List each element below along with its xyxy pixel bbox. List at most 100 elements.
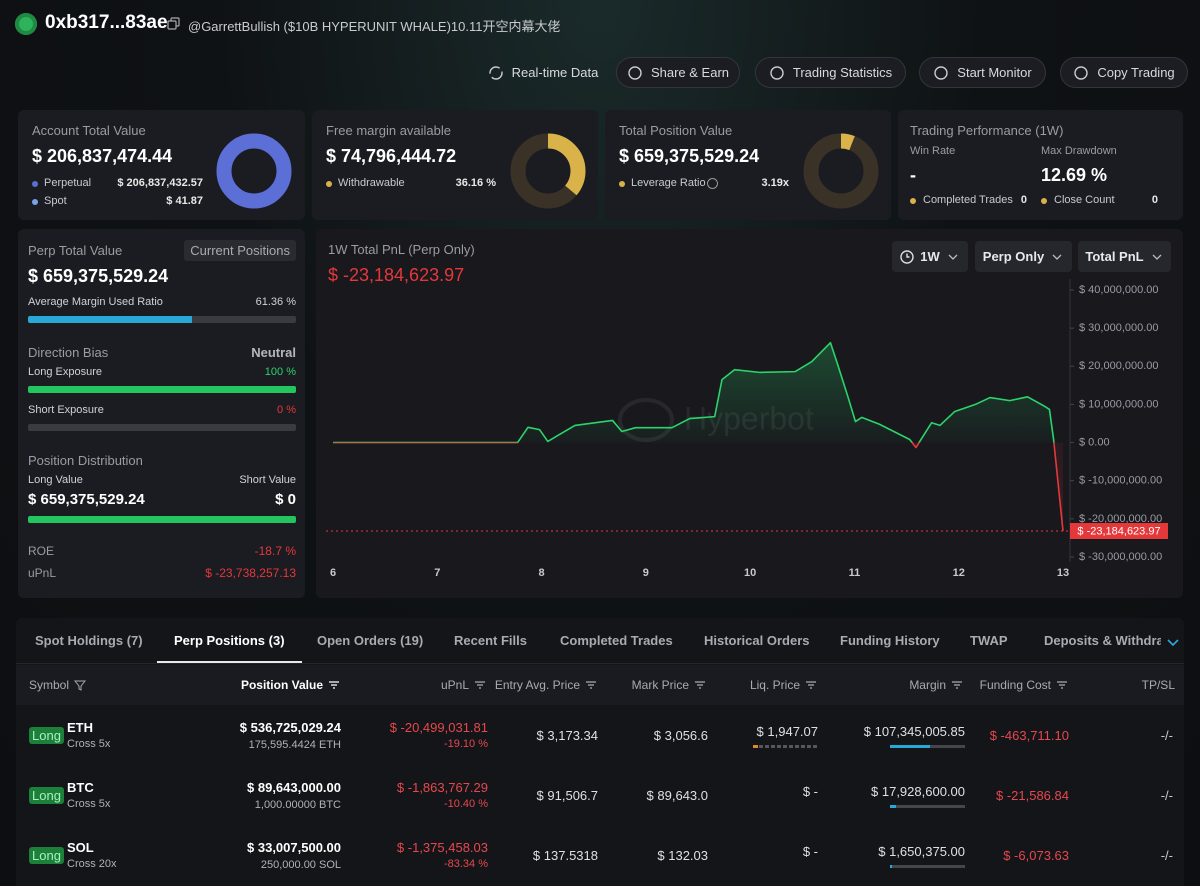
column-header[interactable]: Mark Price [632,665,706,705]
column-header[interactable]: Symbol [29,665,87,705]
clock-icon [900,249,914,264]
position-size: 175,595.4424 ETH [248,739,341,751]
stat-label: Short Exposure [28,404,104,416]
stat-value: - [910,165,916,185]
x-tick-label: 9 [643,567,649,579]
liq-price: $ - [802,844,818,859]
action-button[interactable]: Share & Earn [616,57,740,88]
column-label: Funding Cost [979,678,1051,692]
sort-icon[interactable] [694,679,706,691]
tab[interactable]: Historical Orders [704,633,810,648]
column-label: Entry Avg. Price [494,678,580,692]
column-header[interactable]: TP/SL [1142,665,1175,705]
table-row: Long BTC Cross 5x $ 89,643,000.00 1,000.0000… [16,765,1184,825]
row-value: 0 [1020,194,1027,206]
row-label: Withdrawable [338,177,405,189]
sort-icon[interactable] [951,679,963,691]
column-header[interactable]: Liq. Price [750,665,817,705]
action-label: Share & Earn [650,65,730,80]
chart-panel: 1W Total PnL (Perp Only) $ -23,184,623.97… [316,229,1183,598]
row-value: $ 206,837,432.57 [117,177,203,189]
tab[interactable]: Spot Holdings (7) [35,633,143,648]
action-button[interactable]: Start Monitor [919,57,1046,88]
chevron-icon [948,254,958,260]
table-header: Symbol Position Value uPnL Entry Avg. Price… [16,665,1184,705]
filter-label: Perp Only [982,249,1045,264]
row-label: Perpetual [44,177,92,189]
stat-value: -18.7 % [254,544,296,558]
stat-label: Average Margin Used Ratio [28,296,163,308]
y-tick-label: $ -10,000,000.00 [1079,475,1162,487]
filter-dropdown[interactable]: Perp Only [975,241,1072,272]
margin-fill [890,805,896,808]
stat-value: $ -23,738,257.13 [205,566,296,580]
action-button[interactable]: Trading Statistics [755,57,906,88]
upnl-percent: -10.40 % [443,798,488,810]
clock-face [900,249,914,264]
copy-icon [167,17,180,30]
legend-dot [910,198,916,204]
column-header[interactable]: Position Value [241,665,340,705]
column-label: Symbol [29,678,70,692]
wallet-tag: @GarrettBullish ($10B HYPERUNIT WHALE)10… [188,19,561,34]
pnl-area [333,342,1063,531]
progress-track [28,516,296,523]
bias-value: Neutral [251,345,296,360]
card-value: $ 74,796,444.72 [326,146,457,166]
column-header[interactable]: uPnL [441,665,486,705]
row-value: 0 [1151,194,1158,206]
coin: SOL [67,840,94,855]
pnl-chart: Hyperbot$ -30,000,000.00$ -20,000,000.00… [326,279,1168,579]
tab[interactable]: Deposits & Withdrawals [1044,633,1161,648]
tab[interactable]: Open Orders (19) [317,633,424,648]
action-label: Start Monitor [957,65,1032,80]
sort-icon[interactable] [328,679,340,691]
x-tick-label: 8 [539,567,545,579]
chevron [1052,254,1062,260]
legend-dot [32,181,38,187]
card-title: Total Position Value [619,123,733,138]
sort-icon[interactable] [1056,679,1068,691]
donut-arc [216,133,292,209]
performance-card: Trading Performance (1W) Win Rate Max Draw… [898,110,1183,220]
funding-cost: $ -463,711.10 [989,728,1069,743]
filter-dropdown[interactable]: 1W [892,241,968,272]
sort-lines [952,681,962,689]
column-header[interactable]: Entry Avg. Price [495,665,597,705]
margin-card: Free margin available $ 74,796,444.72 With… [312,110,598,220]
action-button[interactable]: Copy Trading [1060,57,1188,88]
sort-lines [329,681,339,689]
column-header[interactable]: Funding Cost [980,665,1068,705]
tab[interactable]: Recent Fills [454,633,527,648]
action-icon [1074,65,1089,80]
tp-sl: -/- [1160,728,1173,743]
stat-label: Short Value [239,474,296,486]
stat-label: Win Rate [910,145,956,157]
tab[interactable]: Completed Trades [560,633,673,648]
action-icon [770,65,784,80]
margin: $ 17,928,600.00 [871,784,965,799]
tab-active[interactable]: Perp Positions (3) [157,618,302,663]
action-button[interactable]: Real-time Data [484,57,602,88]
chevron-icon [1152,254,1162,260]
stat-label: uPnL [28,566,57,580]
donut-arc [803,133,879,209]
sort-icon[interactable] [805,679,817,691]
sort-icon[interactable] [474,679,486,691]
column-header[interactable]: Margin [909,665,963,705]
upnl-percent: -83.34 % [443,858,488,870]
filter-dropdown[interactable]: Total PnL [1078,241,1171,272]
tab[interactable]: Funding History [840,633,940,648]
progress-track [28,316,296,323]
margin-fill [890,865,892,868]
tab[interactable]: TWAP [970,633,1008,648]
filter-label: Total PnL [1085,249,1144,264]
filter-icon[interactable] [74,679,87,691]
margin-track [890,745,965,748]
section-title: Position Distribution [28,453,143,468]
sort-icon[interactable] [585,679,597,691]
margin-mode: Cross 5x [67,738,111,750]
y-tick-label: $ -20,000,000.00 [1079,513,1162,525]
progress-track [28,424,296,431]
stat-value: 100 % [264,366,296,378]
